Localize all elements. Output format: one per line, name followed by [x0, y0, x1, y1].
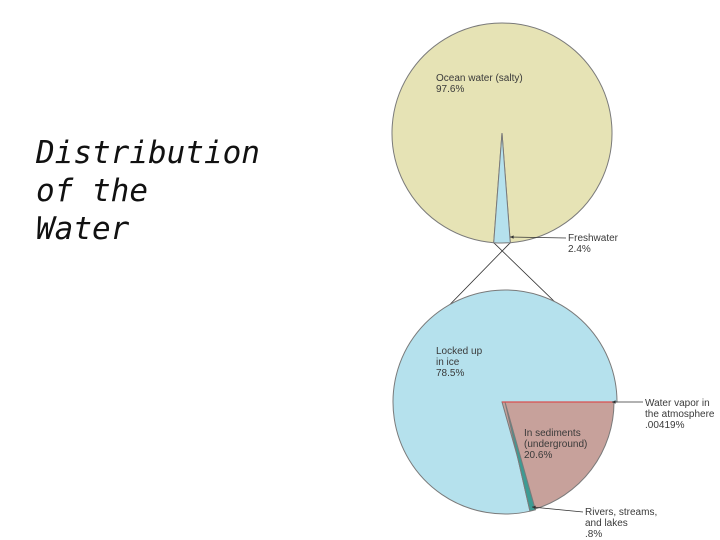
label-ice-line-3: 78.5% [436, 368, 464, 379]
label-rivers-line-3: .8% [585, 529, 602, 540]
label-rivers-line-1: Rivers, streams, [585, 507, 657, 518]
label-rivers: Rivers, streams, and lakes .8% [585, 507, 657, 540]
title-line-1: Distribution [36, 135, 260, 171]
label-water-vapor-line-3: .00419% [645, 420, 685, 431]
pie-labels: Ocean water (salty) 97.6% Freshwater 2.4% Lo… [436, 73, 715, 540]
leader-rivers [531, 506, 584, 513]
slice-ocean-water-salty [391, 22, 613, 244]
slide-title: Distribution of the Water [36, 134, 296, 248]
label-freshwater-line-1: Freshwater [568, 233, 619, 244]
slice-rivers-streams [504, 401, 537, 512]
label-freshwater-line-2: 2.4% [568, 244, 591, 255]
leader-water-vapor-arrowhead [612, 400, 616, 404]
leader-freshwater-arrowhead [510, 235, 514, 239]
label-ocean-water-line-2: 97.6% [436, 84, 464, 95]
label-water-vapor-line-2: the atmosphere [645, 409, 715, 420]
label-freshwater: Freshwater 2.4% [568, 233, 619, 255]
label-sediments-line-2: (underground) [524, 439, 587, 450]
label-rivers-line-2: and lakes [585, 518, 628, 529]
slice-freshwater [493, 132, 511, 244]
leader-freshwater [509, 236, 567, 239]
label-sediments-line-3: 20.6% [524, 450, 552, 461]
leader-rivers-arrowhead [532, 505, 536, 510]
label-water-vapor: Water vapor in the atmosphere .00419% [645, 398, 715, 431]
label-ocean-water: Ocean water (salty) 97.6% [436, 73, 523, 95]
label-sediments: In sediments (underground) 20.6% [524, 428, 587, 461]
slice-in-sediments [501, 401, 615, 511]
label-sediments-line-1: In sediments [524, 428, 581, 439]
label-ice-line-2: in ice [436, 357, 460, 368]
label-ice: Locked up in ice 78.5% [436, 346, 483, 379]
label-ice-line-1: Locked up [436, 346, 483, 357]
pie-freshwater [392, 289, 618, 515]
label-ocean-water-line-1: Ocean water (salty) [436, 73, 523, 84]
title-line-2: of the [36, 173, 148, 209]
label-water-vapor-line-1: Water vapor in [645, 398, 710, 409]
title-line-3: Water [36, 211, 130, 247]
pie-total-water [391, 22, 613, 244]
